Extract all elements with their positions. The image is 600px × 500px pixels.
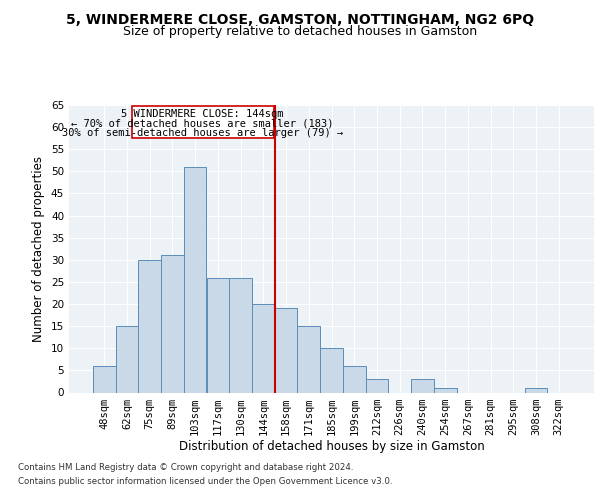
Text: 5, WINDERMERE CLOSE, GAMSTON, NOTTINGHAM, NG2 6PQ: 5, WINDERMERE CLOSE, GAMSTON, NOTTINGHAM… (66, 12, 534, 26)
Bar (116, 326, 139, 392)
Bar (298, 326, 320, 392)
Text: 5 WINDERMERE CLOSE: 144sqm: 5 WINDERMERE CLOSE: 144sqm (121, 110, 284, 120)
Bar (252, 304, 275, 392)
Bar (434, 388, 457, 392)
Bar (275, 308, 298, 392)
Text: ← 70% of detached houses are smaller (183): ← 70% of detached houses are smaller (18… (71, 118, 334, 128)
Bar (139, 260, 161, 392)
Bar (524, 388, 547, 392)
FancyBboxPatch shape (131, 106, 274, 138)
Bar (320, 348, 343, 393)
Text: Contains HM Land Registry data © Crown copyright and database right 2024.: Contains HM Land Registry data © Crown c… (18, 462, 353, 471)
Text: Contains public sector information licensed under the Open Government Licence v3: Contains public sector information licen… (18, 478, 392, 486)
Bar (206, 278, 229, 392)
Text: Size of property relative to detached houses in Gamston: Size of property relative to detached ho… (123, 25, 477, 38)
Bar (343, 366, 365, 392)
Y-axis label: Number of detached properties: Number of detached properties (32, 156, 46, 342)
Bar (93, 366, 116, 392)
Bar (411, 379, 434, 392)
Text: 30% of semi-detached houses are larger (79) →: 30% of semi-detached houses are larger (… (62, 128, 343, 138)
Bar (184, 167, 206, 392)
Bar (161, 256, 184, 392)
X-axis label: Distribution of detached houses by size in Gamston: Distribution of detached houses by size … (179, 440, 484, 454)
Bar (365, 379, 388, 392)
Bar (229, 278, 252, 392)
